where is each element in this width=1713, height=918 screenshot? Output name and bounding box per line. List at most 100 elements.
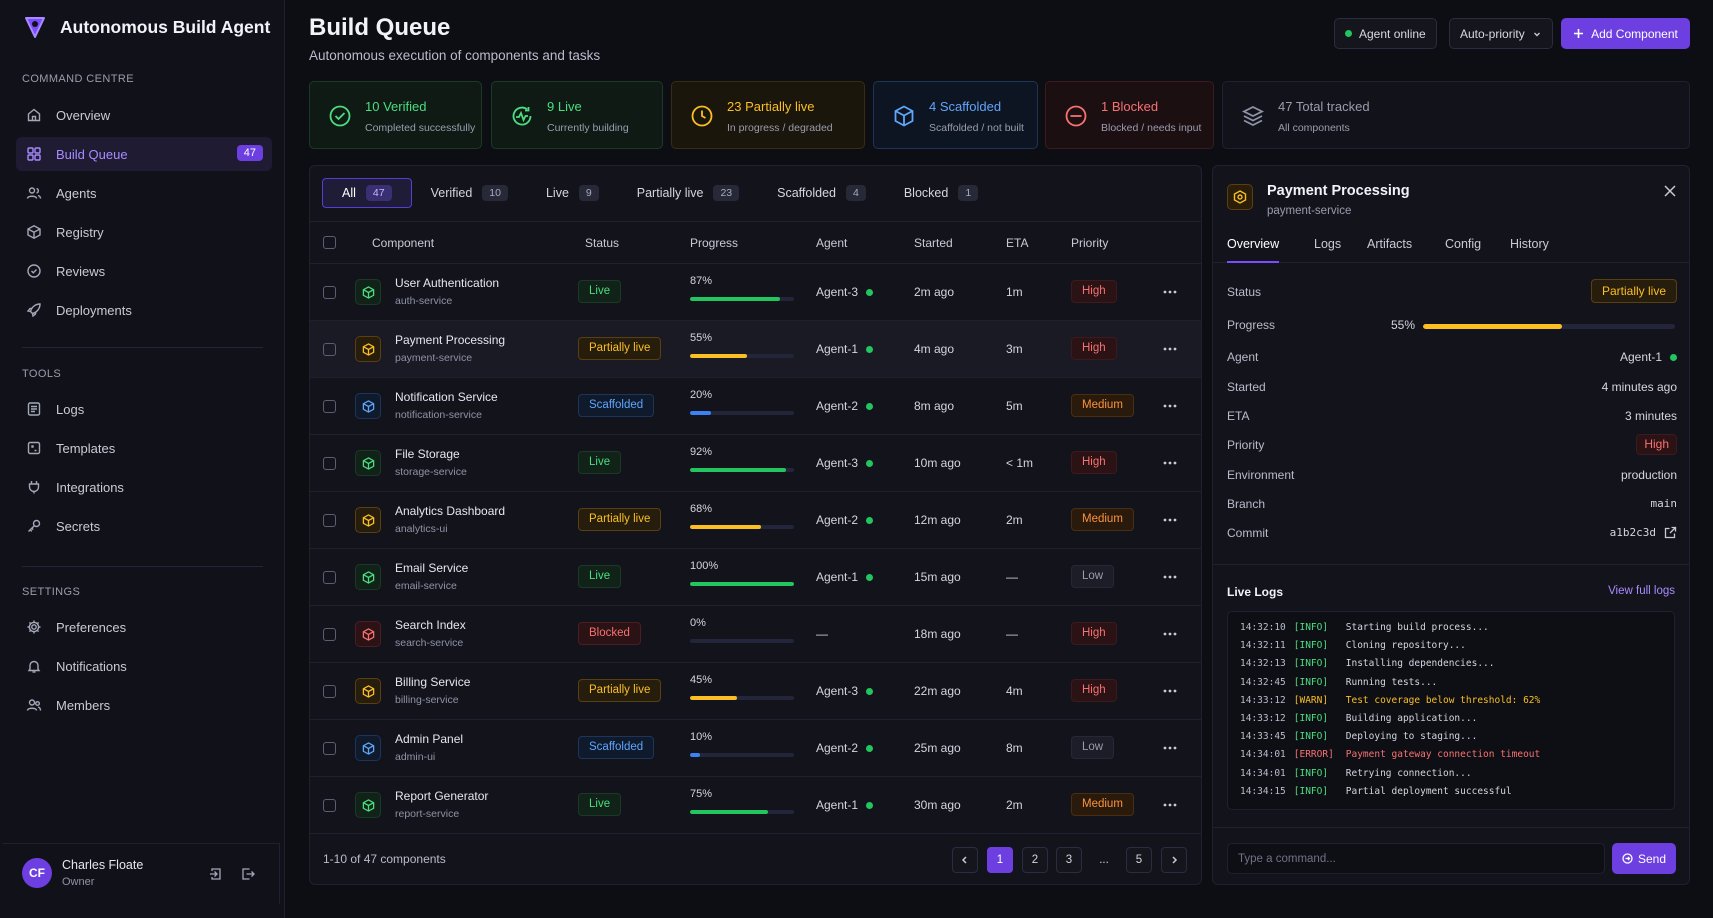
row-checkbox[interactable] xyxy=(323,343,336,356)
sidebar-item-integrations[interactable]: Integrations xyxy=(16,470,272,504)
stat-card-verified[interactable]: 10 Verified Completed successfully xyxy=(309,81,482,149)
table-row[interactable]: Admin Panel admin-ui Scaffolded 10% Agent-2 2… xyxy=(310,720,1201,777)
page-button-2[interactable]: 2 xyxy=(1022,847,1048,873)
select-all-checkbox[interactable] xyxy=(323,236,336,249)
component-name[interactable]: User Authentication xyxy=(395,276,500,290)
sidebar-item-preferences[interactable]: Preferences xyxy=(16,610,272,644)
table-row[interactable]: Email Service email-service Live 100% Agent-… xyxy=(310,549,1201,606)
stat-card-live[interactable]: 9 Live Currently building xyxy=(491,81,663,149)
prev-page-button[interactable] xyxy=(952,847,978,873)
more-options-icon[interactable] xyxy=(1162,513,1178,527)
sidebar-item-reviews[interactable]: Reviews xyxy=(16,254,272,288)
row-checkbox[interactable] xyxy=(323,571,336,584)
table-row[interactable]: User Authentication auth-service Live 87% Ag… xyxy=(310,264,1201,321)
row-checkbox[interactable] xyxy=(323,514,336,527)
tab-verified[interactable]: Verified 10 xyxy=(412,178,527,208)
row-checkbox[interactable] xyxy=(323,457,336,470)
sidebar-item-notifications[interactable]: Notifications xyxy=(16,649,272,683)
external-link-icon[interactable] xyxy=(1664,526,1677,539)
close-icon[interactable] xyxy=(1664,185,1676,197)
column-header[interactable]: Priority xyxy=(1071,236,1109,250)
row-checkbox[interactable] xyxy=(323,742,336,755)
sidebar-item-agents[interactable]: Agents xyxy=(16,176,272,210)
add-component-button[interactable]: Add Component xyxy=(1561,18,1690,49)
table-row[interactable]: Billing Service billing-service Partially … xyxy=(310,663,1201,720)
component-name[interactable]: File Storage xyxy=(395,447,460,461)
sidebar-item-overview[interactable]: Overview xyxy=(16,98,272,132)
next-page-button[interactable] xyxy=(1161,847,1187,873)
tab-live[interactable]: Live 9 xyxy=(527,178,618,208)
logout-icon[interactable] xyxy=(240,866,256,882)
theme-toggle-icon[interactable] xyxy=(208,866,224,882)
table-row[interactable]: Search Index search-service Blocked 0% — 18m … xyxy=(310,606,1201,663)
component-name[interactable]: Notification Service xyxy=(395,390,498,404)
row-checkbox[interactable] xyxy=(323,628,336,641)
detail-commit-value[interactable]: a1b2c3d xyxy=(1610,526,1677,539)
component-name[interactable]: Search Index xyxy=(395,618,466,632)
sidebar-item-members[interactable]: Members xyxy=(16,688,272,722)
component-name[interactable]: Report Generator xyxy=(395,789,489,803)
priority-select[interactable]: Auto-priority xyxy=(1449,18,1553,49)
table-row[interactable]: Payment Processing payment-service Partial… xyxy=(310,321,1201,378)
page-button-1[interactable]: 1 xyxy=(987,847,1013,873)
column-header[interactable]: Status xyxy=(585,236,620,250)
more-options-icon[interactable] xyxy=(1162,456,1178,470)
tab-partially-live[interactable]: Partially live 23 xyxy=(618,178,758,208)
tab-history[interactable]: History xyxy=(1510,237,1549,251)
sidebar-item-registry[interactable]: Registry xyxy=(16,215,272,249)
row-checkbox[interactable] xyxy=(323,286,336,299)
more-options-icon[interactable] xyxy=(1162,399,1178,413)
column-header[interactable]: Component xyxy=(372,236,435,250)
sidebar-item-build-queue[interactable]: Build Queue 47 xyxy=(16,137,272,171)
tab-scaffolded[interactable]: Scaffolded 4 xyxy=(758,178,885,208)
stat-card-partially-live[interactable]: 23 Partially live In progress / degraded xyxy=(671,81,865,149)
table-row[interactable]: Analytics Dashboard analytics-ui Partially… xyxy=(310,492,1201,549)
component-name[interactable]: Analytics Dashboard xyxy=(395,504,506,518)
more-options-icon[interactable] xyxy=(1162,684,1178,698)
command-input[interactable] xyxy=(1227,843,1605,874)
row-checkbox[interactable] xyxy=(323,685,336,698)
avatar[interactable]: CF xyxy=(22,858,52,888)
row-checkbox[interactable] xyxy=(323,799,336,812)
table-row[interactable]: File Storage storage-service Live 92% Agent-… xyxy=(310,435,1201,492)
stat-card-total[interactable]: 47 Total tracked All components xyxy=(1222,81,1690,149)
sidebar-item-deployments[interactable]: Deployments xyxy=(16,293,272,327)
component-name[interactable]: Payment Processing xyxy=(395,333,506,347)
column-header[interactable]: ETA xyxy=(1006,236,1029,250)
tab-logs[interactable]: Logs xyxy=(1314,237,1342,251)
more-options-icon[interactable] xyxy=(1162,741,1178,755)
column-header[interactable]: Progress xyxy=(690,236,739,250)
live-log-console[interactable]: 14:32:10 [INFO] Starting build process... 1… xyxy=(1227,611,1675,810)
tab-overview[interactable]: Overview xyxy=(1227,237,1280,263)
tab-config[interactable]: Config xyxy=(1445,237,1482,251)
sidebar-item-templates[interactable]: Templates xyxy=(16,431,272,465)
component-name[interactable]: Email Service xyxy=(395,561,469,575)
more-options-icon[interactable] xyxy=(1162,627,1178,641)
page-button-5[interactable]: 5 xyxy=(1126,847,1152,873)
progress-percent: 75% xyxy=(690,788,713,800)
sidebar-item-logs[interactable]: Logs xyxy=(16,392,272,426)
tab-all[interactable]: All 47 xyxy=(322,178,412,208)
divider xyxy=(1213,564,1689,565)
sidebar-item-secrets[interactable]: Secrets xyxy=(16,509,272,543)
component-name[interactable]: Billing Service xyxy=(395,675,471,689)
more-options-icon[interactable] xyxy=(1162,798,1178,812)
send-button[interactable]: Send xyxy=(1612,843,1676,874)
column-header[interactable]: Started xyxy=(914,236,953,250)
table-row[interactable]: Notification Service notification-service… xyxy=(310,378,1201,435)
table-row[interactable]: Report Generator report-service Live 75% Age… xyxy=(310,777,1201,834)
view-full-logs-link[interactable]: View full logs xyxy=(1608,585,1675,597)
column-header[interactable]: Agent xyxy=(816,236,848,250)
tab-blocked[interactable]: Blocked 1 xyxy=(885,178,997,208)
row-checkbox[interactable] xyxy=(323,400,336,413)
agent-status-indicator[interactable]: Agent online xyxy=(1334,18,1437,49)
stat-card-blocked[interactable]: 1 Blocked Blocked / needs input xyxy=(1045,81,1214,149)
more-options-icon[interactable] xyxy=(1162,285,1178,299)
component-name[interactable]: Admin Panel xyxy=(395,732,464,746)
more-options-icon[interactable] xyxy=(1162,342,1178,356)
page-button-3[interactable]: 3 xyxy=(1056,847,1082,873)
stat-card-scaffolded[interactable]: 4 Scaffolded Scaffolded / not built xyxy=(873,81,1038,149)
more-options-icon[interactable] xyxy=(1162,570,1178,584)
agent-online-dot xyxy=(866,801,874,809)
tab-artifacts[interactable]: Artifacts xyxy=(1367,237,1413,251)
